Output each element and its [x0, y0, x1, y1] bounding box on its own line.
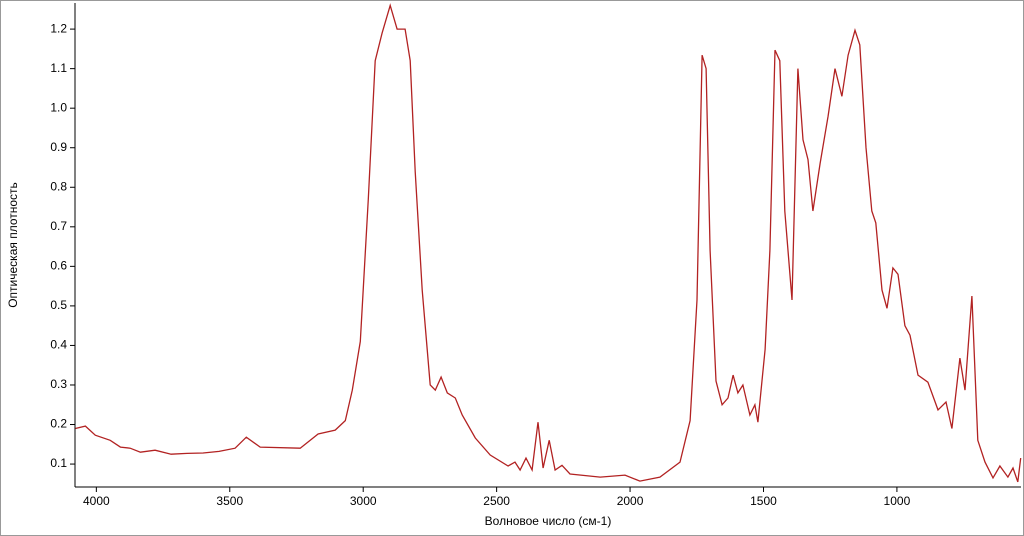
x-tick-label: 2000: [617, 494, 644, 508]
y-tick-label: 0.6: [50, 259, 67, 273]
x-tick-label: 1000: [884, 494, 911, 508]
x-tick-label: 3000: [350, 494, 377, 508]
y-tick-label: 1.1: [50, 61, 67, 75]
spectrum-line: [75, 3, 1022, 483]
y-tick-label: 0.1: [50, 456, 67, 470]
y-axis-label: Оптическая плотность: [6, 182, 20, 308]
x-tick-label: 1500: [750, 494, 777, 508]
y-tick-label: 0.4: [50, 338, 67, 352]
x-tick-label: 3500: [216, 494, 243, 508]
y-tick-label: 0.3: [50, 377, 67, 391]
y-tick-label: 0.8: [50, 179, 67, 193]
y-tick-label: 1.0: [50, 100, 67, 114]
y-tick-label: 0.9: [50, 140, 67, 154]
y-tick-label: 0.7: [50, 219, 67, 233]
x-axis-label: Волновое число (см-1): [485, 514, 612, 528]
y-tick-label: 1.2: [50, 21, 67, 35]
x-tick-label: 4000: [83, 494, 110, 508]
y-tick-label: 0.2: [50, 417, 67, 431]
y-tick-label: 0.5: [50, 298, 67, 312]
x-tick-label: 2500: [483, 494, 510, 508]
